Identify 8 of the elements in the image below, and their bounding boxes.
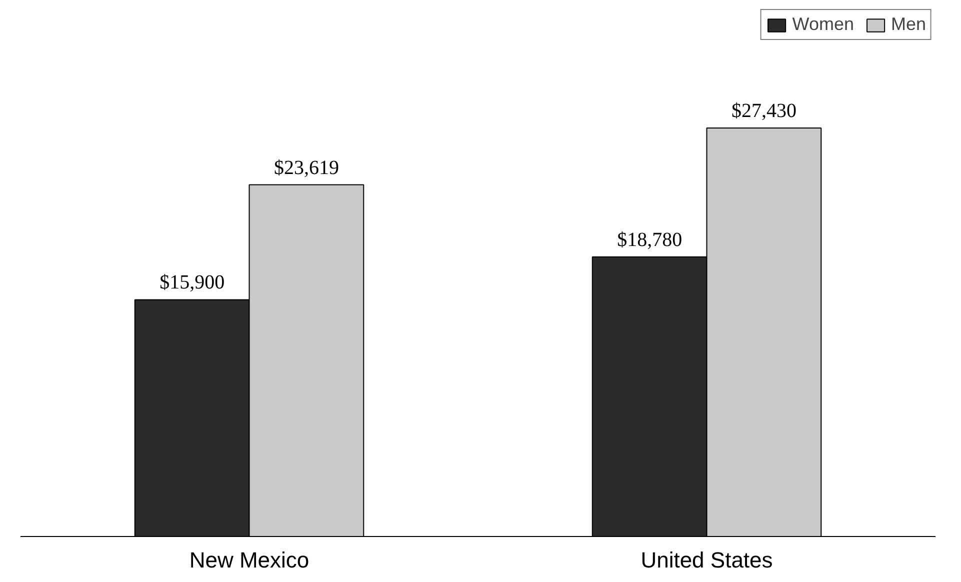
data-label: $18,780: [617, 228, 682, 251]
data-label: $23,619: [274, 156, 339, 179]
data-label: $15,900: [160, 272, 225, 294]
legend-label: Men: [890, 14, 926, 35]
legend-label: Women: [792, 14, 854, 35]
x-tick-label: United States: [640, 548, 773, 572]
x-tick-label: New Mexico: [189, 548, 310, 572]
data-label: $27,430: [731, 100, 796, 122]
